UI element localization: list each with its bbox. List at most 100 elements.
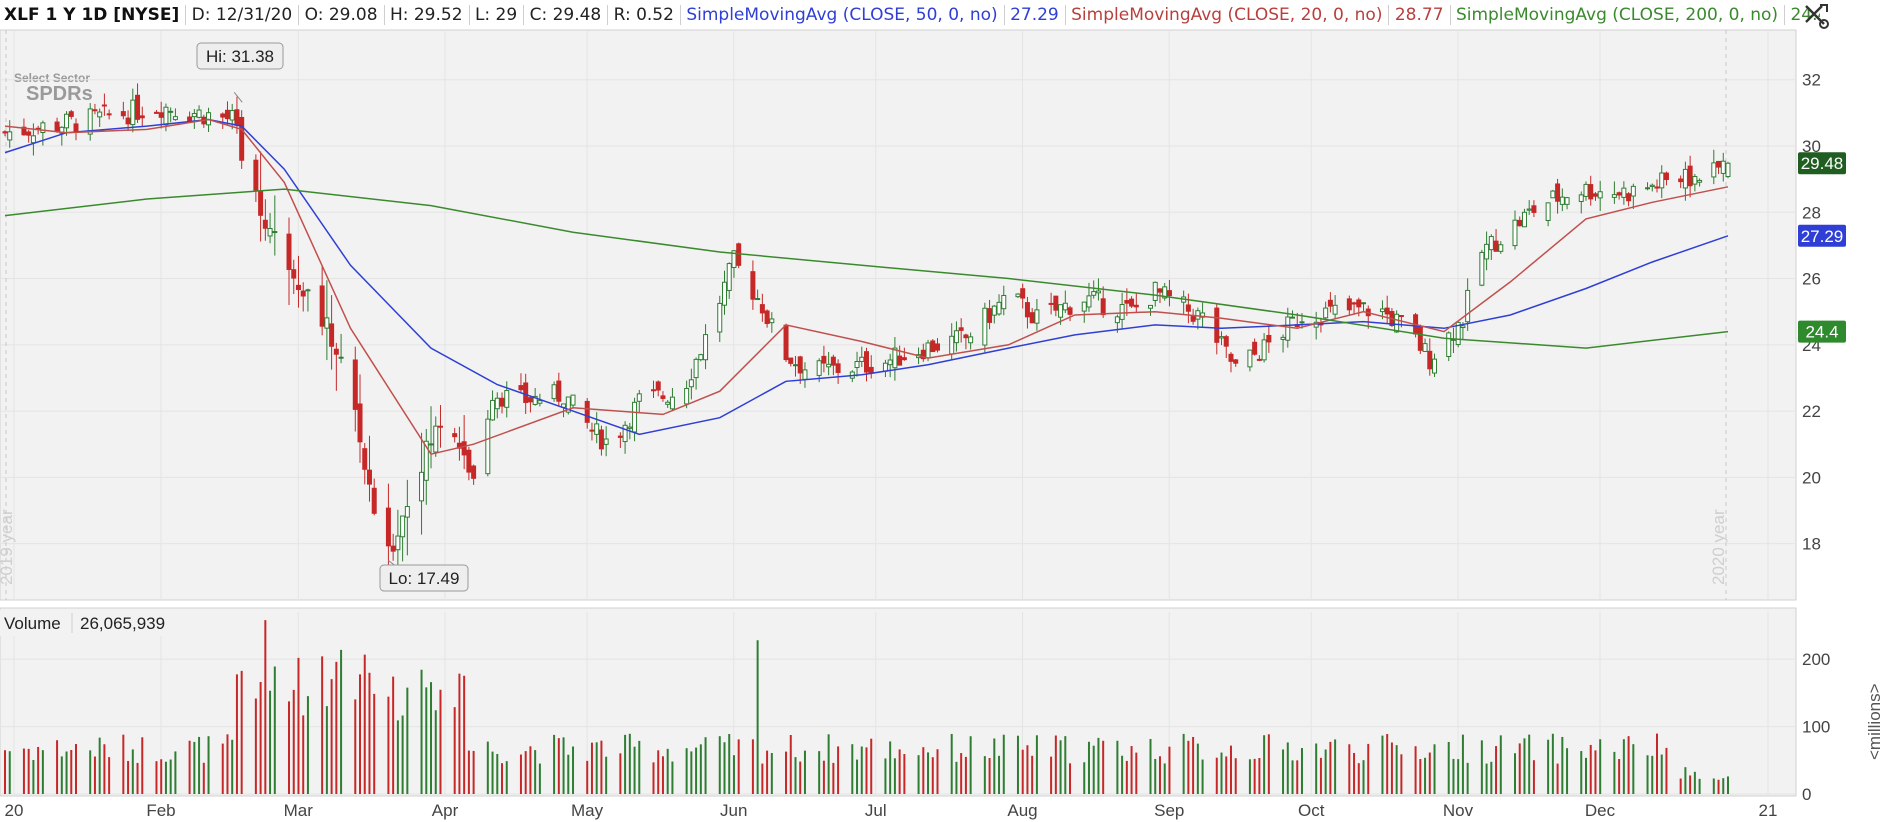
ma200-study-label[interactable]: SimpleMovingAvg (CLOSE, 200, 0, no)	[1455, 5, 1779, 25]
candle-body	[821, 355, 827, 364]
candle-body	[390, 545, 396, 552]
candle-body	[755, 298, 761, 301]
candle-body	[504, 390, 510, 408]
candle-body	[1346, 298, 1352, 311]
candle-body	[1531, 205, 1537, 213]
candle-body	[570, 394, 576, 406]
candle-body	[324, 317, 330, 329]
candle-body	[958, 327, 964, 331]
ma20-study-label[interactable]: SimpleMovingAvg (CLOSE, 20, 0, no)	[1071, 5, 1383, 25]
candle-body	[1200, 312, 1206, 318]
volume-tick-label: 200	[1802, 650, 1830, 669]
price-tag-label: 27.29	[1801, 227, 1844, 246]
candle-body	[1545, 202, 1551, 221]
candle-body	[1157, 288, 1163, 293]
candle-body	[1626, 193, 1632, 202]
candle-body	[305, 289, 311, 292]
candle-body	[1550, 190, 1556, 199]
candle-body	[1024, 302, 1030, 318]
candle-body	[1427, 350, 1433, 370]
candle-body	[769, 318, 775, 324]
candle-body	[1266, 334, 1272, 343]
candle-body	[636, 393, 642, 402]
candle-body	[130, 99, 136, 126]
candle-body	[352, 359, 358, 410]
lo-callout-line	[388, 560, 395, 566]
candle-body	[935, 343, 941, 351]
price-tag	[1798, 152, 1846, 175]
candle-body	[191, 113, 197, 118]
candle-body	[826, 363, 832, 368]
volume-axis-title: <millions>	[1865, 683, 1884, 760]
candle-body	[1597, 191, 1603, 199]
symbol-label[interactable]: XLF 1 Y 1D [NYSE]	[4, 5, 180, 25]
candle-body	[1081, 301, 1087, 312]
candle-body	[783, 324, 789, 361]
candle-body	[1479, 251, 1485, 286]
candle-body	[461, 441, 467, 456]
candle-body	[1062, 302, 1068, 311]
candle-body	[371, 487, 377, 514]
candle-body	[120, 111, 126, 117]
candle-body	[1645, 187, 1651, 190]
candle-body	[1559, 196, 1565, 205]
candle-body	[187, 116, 193, 122]
candle-body	[1195, 310, 1201, 320]
candle-body	[532, 395, 538, 405]
candle-body	[731, 250, 737, 268]
candle-body	[1095, 290, 1101, 294]
candle-body	[556, 380, 562, 402]
candle-body	[1588, 184, 1594, 200]
candle-body	[669, 396, 675, 410]
candle-body	[627, 426, 633, 429]
candle-body	[1332, 304, 1338, 315]
volume-tick-label: 100	[1802, 718, 1830, 737]
candle-body	[357, 403, 363, 443]
candle-body	[1124, 300, 1130, 304]
candle-body	[224, 109, 230, 120]
y-tick-label: 28	[1802, 203, 1821, 222]
candle-body	[1185, 304, 1191, 312]
candle-body	[139, 115, 145, 119]
lo-callout-label: Lo: 17.49	[389, 569, 460, 588]
candle-body	[26, 131, 32, 136]
candle-body	[854, 361, 860, 369]
candle-body	[523, 382, 529, 403]
candle-body	[527, 397, 533, 403]
price-tag	[1798, 320, 1846, 343]
date-readout: D: 12/31/20	[191, 5, 293, 25]
candle-body	[703, 334, 709, 361]
candle-body	[1228, 353, 1234, 362]
y-tick-label: 26	[1802, 270, 1821, 289]
candle-body	[1621, 187, 1627, 198]
ma50-study-label[interactable]: SimpleMovingAvg (CLOSE, 50, 0, no)	[686, 5, 998, 25]
candle-body	[1148, 304, 1154, 309]
x-tick-label: Feb	[146, 801, 175, 820]
candle-body	[494, 397, 500, 410]
candle-body	[1687, 165, 1693, 187]
candle-body	[87, 108, 93, 135]
candle-body	[996, 301, 1002, 315]
candle-body	[400, 515, 406, 538]
x-tick-label: Jun	[720, 801, 747, 820]
candle-body	[92, 109, 98, 112]
candle-body	[750, 271, 756, 300]
x-tick-label: Jul	[865, 801, 887, 820]
candle-body	[1299, 321, 1305, 324]
candle-body	[565, 396, 571, 413]
candle-body	[802, 369, 808, 380]
price-tag	[1798, 224, 1846, 247]
candle-body	[1711, 162, 1717, 178]
candle-body	[1583, 183, 1589, 197]
candle-body	[982, 307, 988, 346]
ma20-study-value: 28.77	[1394, 5, 1444, 25]
candle-body	[1517, 219, 1523, 227]
crossed-tools-icon[interactable]	[1802, 2, 1830, 30]
candle-body	[551, 384, 557, 400]
candle-body	[1422, 343, 1428, 352]
candle-body	[518, 385, 524, 391]
candle-body	[1356, 299, 1362, 308]
candle-body	[901, 357, 907, 361]
candle-body	[1592, 193, 1598, 197]
